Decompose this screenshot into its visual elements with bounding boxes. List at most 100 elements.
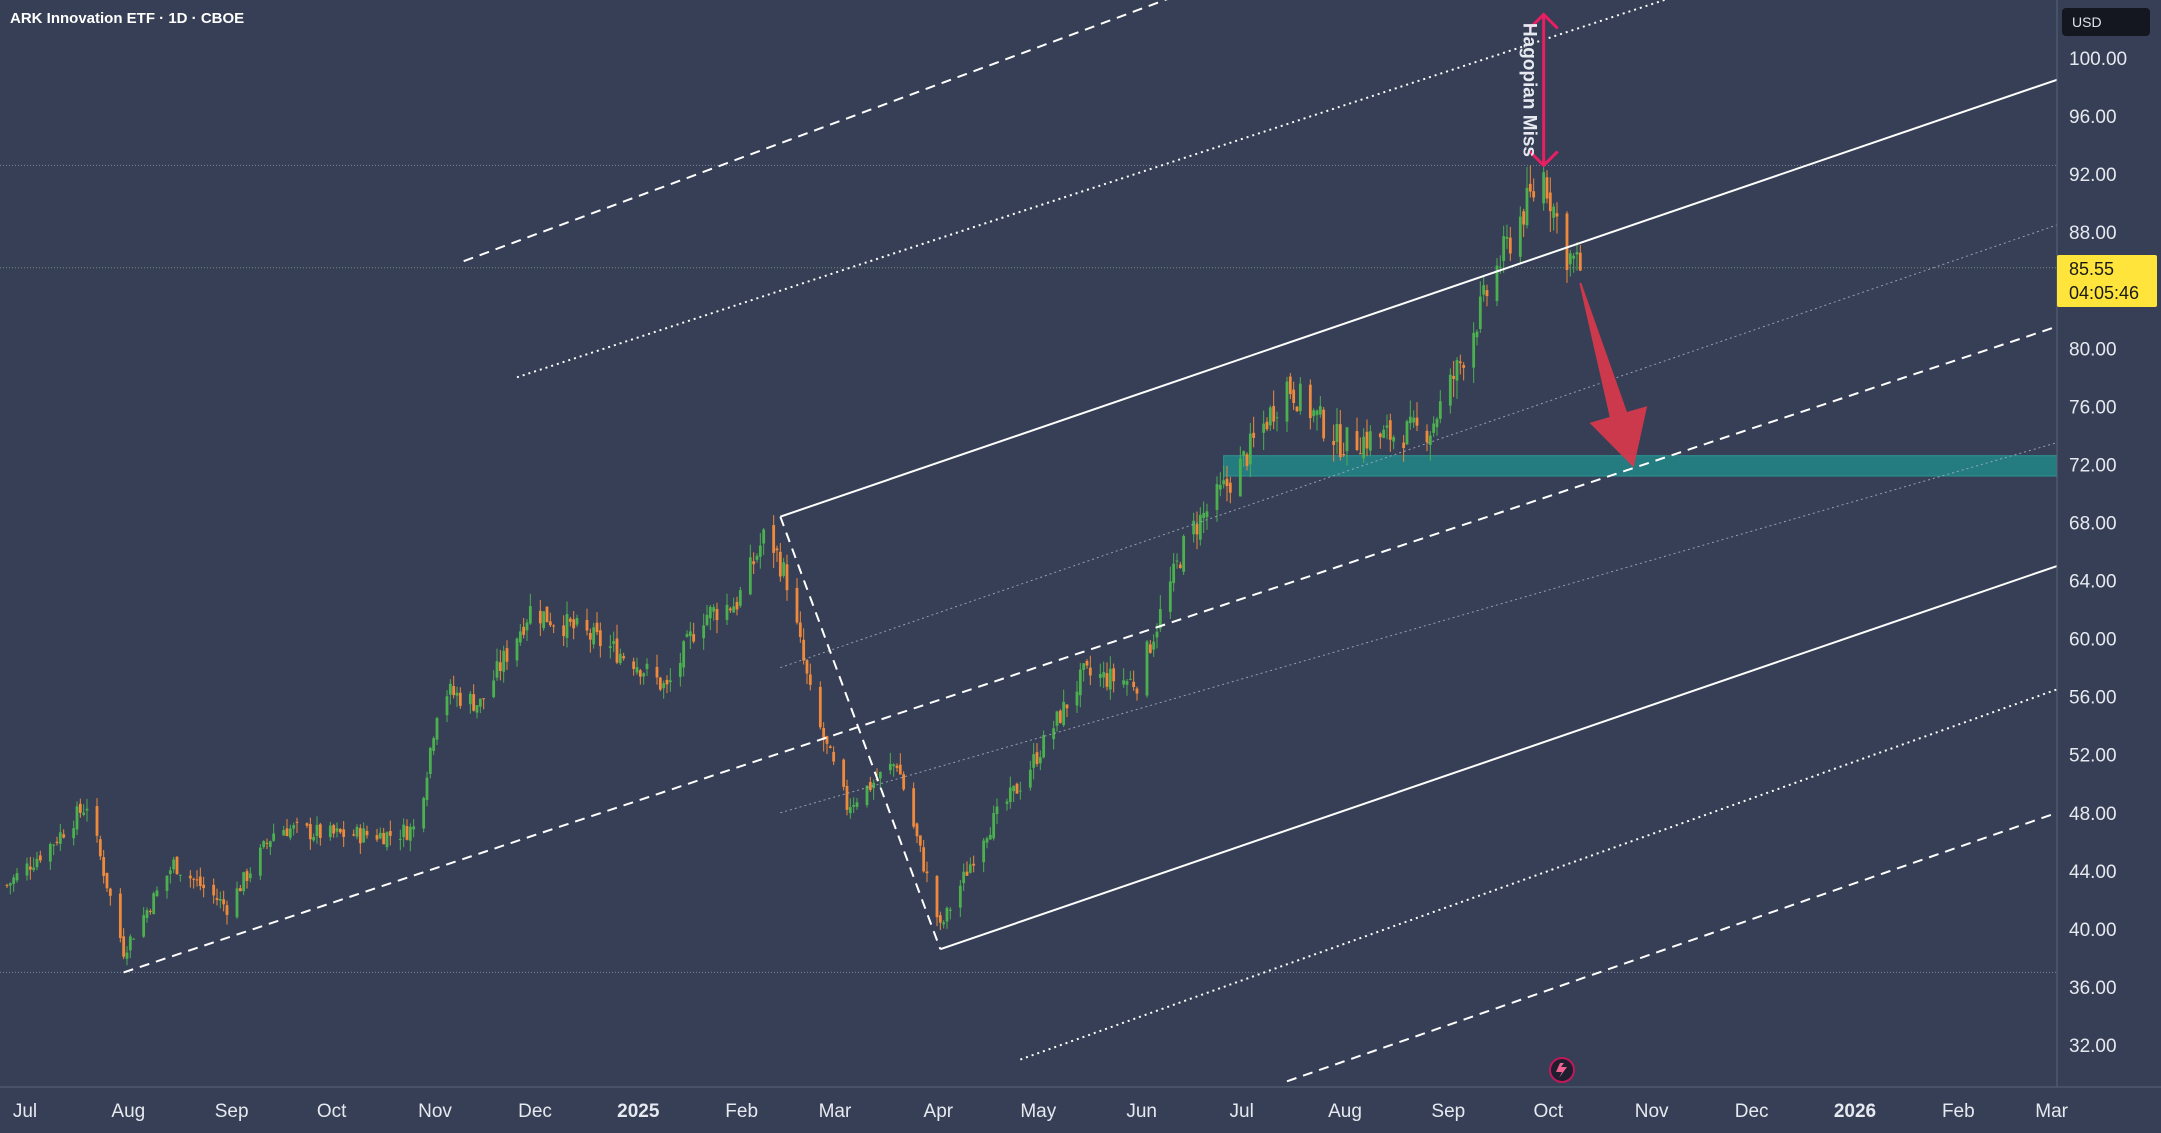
candle-body	[1308, 384, 1312, 419]
candle-body	[888, 763, 892, 771]
candle-body	[832, 751, 836, 762]
y-tick-label: 68.00	[2069, 513, 2117, 534]
candle-body	[612, 641, 616, 644]
candle-body	[1332, 440, 1336, 445]
candle-body	[172, 859, 176, 870]
candle-body	[685, 633, 689, 637]
candle-body	[1502, 236, 1506, 261]
candle-body	[1108, 668, 1112, 690]
x-tick-label: Sep	[215, 1101, 249, 1122]
candle-body	[1408, 416, 1412, 424]
candle-body	[608, 646, 612, 648]
x-tick-label: Sep	[1431, 1101, 1465, 1122]
candle-body	[1545, 177, 1549, 199]
candle-body	[708, 606, 712, 619]
candle-body	[1432, 423, 1436, 433]
candle-body	[1182, 536, 1186, 572]
candle-body	[692, 634, 696, 642]
candle-body	[615, 638, 619, 663]
candle-body	[202, 884, 206, 889]
candle-body	[1268, 407, 1272, 426]
candle-body	[475, 705, 479, 713]
candle-body	[642, 673, 646, 677]
candle-body	[1078, 669, 1082, 696]
candle-body	[1018, 790, 1022, 792]
candle-body	[402, 824, 406, 838]
candle-body	[175, 856, 179, 875]
candle-body	[922, 847, 926, 872]
candle-body	[358, 828, 362, 844]
pitchfork-upper-mid-line	[516, 0, 1668, 379]
candle-body	[1295, 406, 1299, 412]
candle-body	[1458, 361, 1462, 364]
candle-body	[592, 627, 596, 645]
candle-body	[758, 545, 762, 557]
currency-selector[interactable]: USD	[2062, 8, 2150, 36]
candle-body	[1368, 431, 1372, 451]
bar-countdown: 04:05:46	[2069, 283, 2140, 303]
candle-body	[645, 663, 649, 670]
candle-body	[318, 824, 322, 838]
candle-body	[1145, 641, 1149, 696]
candle-body	[435, 718, 439, 740]
candle-body	[1358, 453, 1362, 455]
candle-body	[958, 885, 962, 908]
candle-body	[562, 625, 566, 637]
candle-body	[1335, 423, 1339, 443]
candle-body	[308, 824, 312, 840]
candle-body	[1288, 376, 1292, 395]
candle-body	[575, 618, 579, 625]
candle-body	[748, 557, 752, 595]
candle-body	[335, 828, 339, 832]
candle-body	[802, 639, 806, 661]
candle-body	[1015, 783, 1019, 794]
candle-body	[595, 622, 599, 633]
candle-body	[1382, 429, 1386, 438]
candle-body	[212, 884, 216, 896]
candle-body	[1172, 563, 1176, 584]
candle-body	[935, 875, 939, 918]
candle-body	[1462, 365, 1466, 368]
candle-body	[1062, 701, 1066, 726]
candle-body	[285, 828, 289, 837]
event-icon	[1549, 1057, 1575, 1083]
candle-body	[528, 606, 532, 624]
candle-body	[188, 875, 192, 879]
candle-body	[842, 759, 846, 787]
candle-body	[1038, 757, 1042, 764]
x-tick-label: Mar	[819, 1101, 852, 1122]
candle-body	[75, 806, 79, 830]
candle-body	[1378, 433, 1382, 438]
candle-body	[1042, 735, 1046, 758]
candle-body	[1448, 374, 1452, 406]
candle-body	[1005, 801, 1009, 804]
candle-body	[1392, 437, 1396, 442]
candle-body	[1168, 581, 1172, 612]
candle-body	[332, 825, 336, 834]
x-tick-label: Feb	[1942, 1101, 1975, 1122]
candle-body	[772, 525, 776, 553]
candle-body	[1065, 704, 1069, 709]
candle-body	[892, 764, 896, 767]
candle-body	[1385, 425, 1389, 428]
candle-body	[1428, 435, 1432, 445]
candle-body	[365, 830, 369, 836]
candle-body	[1225, 478, 1229, 487]
candle-body	[1242, 451, 1246, 456]
candle-body	[38, 855, 42, 861]
candle-body	[895, 765, 899, 768]
y-tick-label: 56.00	[2069, 688, 2117, 709]
candle-body	[272, 833, 276, 841]
candle-body	[668, 680, 672, 683]
candle-body	[1152, 641, 1156, 650]
candle-body	[1205, 511, 1209, 518]
candle-body	[1028, 769, 1032, 788]
candle-body	[848, 807, 852, 814]
candle-body	[1482, 285, 1486, 295]
candle-body	[632, 661, 636, 669]
candle-body	[775, 548, 779, 551]
candle-body	[215, 898, 219, 900]
candle-body	[218, 899, 222, 901]
